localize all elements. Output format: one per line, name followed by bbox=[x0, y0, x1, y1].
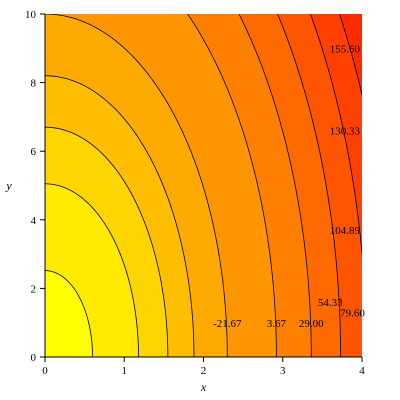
contour-line bbox=[238, 14, 312, 357]
contour-band bbox=[45, 270, 93, 357]
x-tick-label: 2 bbox=[201, 365, 207, 377]
contour-value-label: 130.33 bbox=[330, 126, 361, 138]
contour-fill-regions bbox=[45, 14, 362, 357]
y-tick-label: 2 bbox=[31, 283, 37, 295]
contour-line bbox=[277, 14, 341, 357]
contour-value-label: 29.00 bbox=[299, 318, 324, 330]
contour-line bbox=[310, 14, 362, 258]
y-tick-label: 10 bbox=[25, 9, 37, 21]
contour-line bbox=[45, 183, 139, 357]
y-tick-label: 8 bbox=[31, 78, 37, 90]
x-tick-label: 0 bbox=[42, 365, 48, 377]
contour-value-label: 155.60 bbox=[330, 43, 361, 55]
x-tick-label: 1 bbox=[122, 365, 128, 377]
contour-value-label: 3.67 bbox=[267, 318, 287, 330]
x-tick-label: 3 bbox=[280, 365, 286, 377]
y-tick-label: 6 bbox=[31, 146, 37, 158]
y-tick-label: 0 bbox=[31, 352, 37, 364]
y-axis-label: y bbox=[5, 179, 12, 193]
contour-line bbox=[45, 75, 195, 357]
x-tick-label: 4 bbox=[359, 365, 365, 377]
x-axis-label: x bbox=[200, 380, 207, 394]
contour-line bbox=[45, 14, 228, 357]
axes: 0 1 2 3 4 0 2 4 6 8 10 x y bbox=[5, 9, 365, 394]
contour-line bbox=[187, 14, 277, 357]
contour-line bbox=[45, 126, 169, 357]
contour-lines bbox=[45, 14, 362, 357]
y-tick-label: 4 bbox=[31, 215, 37, 227]
contour-value-label: -21.67 bbox=[213, 318, 242, 330]
contour-value-label: 79.60 bbox=[340, 307, 365, 319]
contour-line bbox=[45, 270, 93, 357]
contour-value-label: 104.89 bbox=[330, 225, 361, 237]
contour-value-label: 54.33 bbox=[318, 297, 343, 309]
